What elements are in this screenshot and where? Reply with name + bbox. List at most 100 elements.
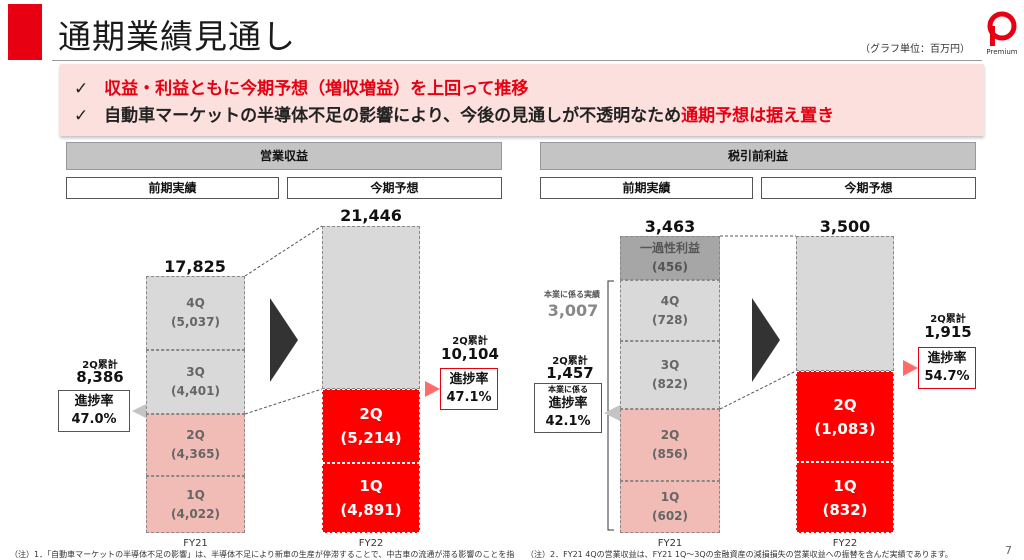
banner-line-2-text: 自動車マーケットの半導体不足の影響により、今後の見通しが不透明なため — [104, 106, 682, 126]
col-header-forecast: 今期予想 — [287, 177, 502, 199]
page-number: 7 — [1005, 544, 1012, 557]
fy22-pointer-icon — [425, 381, 440, 397]
fy21-core-label: 本業に係る実績 — [544, 290, 600, 299]
fy21-axis-label: FY21 — [183, 538, 208, 549]
seg-value: (4,401) — [171, 384, 220, 398]
premium-logo-icon — [987, 11, 1017, 46]
fy21-rev-2q: 2Q (4,365) — [146, 414, 245, 476]
seg-quarter: 2Q — [186, 428, 205, 442]
progress-label: 進捗率 — [548, 396, 588, 411]
seg-value: (1,083) — [814, 419, 876, 438]
arrow-right-icon — [752, 298, 780, 382]
fy22-rev-progress-badge: 進捗率 47.1% — [440, 368, 498, 410]
fy22-pretax-1q: 1Q (832) — [796, 462, 894, 533]
seg-quarter: 1Q — [833, 476, 857, 495]
fy21-revenue-total: 17,825 — [164, 257, 226, 276]
seg-value: (5,214) — [340, 429, 402, 447]
fy22-pretax-2q: 2Q (1,083) — [796, 371, 894, 462]
fy22-rev-2q: 2Q (5,214) — [322, 389, 420, 463]
fy21-pretax-4q: 4Q (728) — [620, 280, 720, 341]
check-icon: ✓ — [74, 79, 89, 99]
seg-quarter: 1Q — [359, 477, 383, 495]
seg-quarter: 3Q — [186, 365, 205, 379]
fy22-pretax-progress-badge: 進捗率 54.7% — [918, 347, 976, 389]
progress-value: 47.1% — [446, 390, 492, 405]
footnote-2: （注）2．FY21 4Qの営業収益は、FY21 1Q～3Qの金融資産の減損損失の… — [526, 550, 953, 559]
seg-quarter: 2Q — [359, 405, 383, 423]
col-header-prev: 前期実績 — [540, 177, 753, 199]
fy21-rev-1q: 1Q (4,022) — [146, 476, 245, 533]
fy21-rev-4q: 4Q (5,037) — [146, 276, 245, 350]
fy21-axis-label: FY21 — [657, 538, 683, 549]
core-small-label: 本業に係る — [548, 385, 588, 394]
fy21-pointer-icon — [132, 404, 146, 418]
logo-text: Premium — [986, 48, 1018, 56]
fy21-one-time-profit: 一過性利益 (456) — [620, 236, 720, 280]
fy22-rev-cum-value: 10,104 — [441, 345, 499, 363]
seg-quarter: 2Q — [833, 395, 857, 414]
seg-quarter: 1Q — [186, 487, 205, 502]
seg-value: (4,365) — [171, 447, 220, 461]
arrow-right-icon — [270, 298, 298, 382]
fy22-rev-cum-label: 2Q累計 — [452, 336, 488, 347]
seg-value: (4,022) — [171, 506, 220, 521]
seg-quarter: 4Q — [186, 296, 205, 310]
page-title: 通期業績見通し — [58, 17, 296, 56]
fy21-rev-3q: 3Q (4,401) — [146, 350, 245, 414]
footnote-1: （注）1．「自動車マーケットの半導体不足の影響」は、半導体不足により新車の生産が… — [10, 550, 515, 559]
fy22-rev-1q: 1Q (4,891) — [322, 463, 420, 533]
fy21-pretax-2q: 2Q (856) — [620, 409, 720, 481]
fy21-pretax-cum-label: 2Q累計 — [552, 356, 588, 367]
fy21-pretax-progress-badge: 本業に係る 進捗率 42.1% — [534, 383, 602, 433]
fy21-rev-progress-badge: 進捗率 47.0% — [58, 390, 130, 432]
fy22-pretax-remaining — [796, 236, 894, 371]
seg-value: (4,891) — [340, 501, 402, 519]
seg-value: (832) — [822, 500, 868, 519]
fy22-pretax-cum-value: 1,915 — [924, 323, 972, 341]
seg-value: (602) — [651, 509, 689, 523]
banner-line-1: ✓ 収益・利益ともに今期予想（増収増益）を上回って推移 — [74, 74, 528, 99]
fy21-pretax-cum-value: 1,457 — [546, 364, 594, 382]
check-icon: ✓ — [74, 106, 89, 126]
seg-value: (822) — [651, 377, 689, 391]
title-divider — [52, 60, 982, 61]
fy22-revenue-total: 21,446 — [340, 206, 402, 225]
fy21-pretax-total: 3,463 — [644, 217, 696, 236]
seg-value: (728) — [651, 312, 689, 327]
progress-label: 進捗率 — [927, 351, 967, 366]
seg-quarter: 2Q — [660, 428, 680, 442]
section-header-revenue: 営業収益 — [66, 142, 502, 170]
fy22-pointer-icon — [903, 360, 918, 376]
progress-value: 54.7% — [924, 369, 970, 384]
fy22-axis-label: FY22 — [832, 538, 858, 549]
fy22-pretax-cum-label: 2Q累計 — [930, 314, 966, 325]
seg-quarter: 3Q — [660, 358, 680, 372]
progress-label: 進捗率 — [74, 394, 114, 409]
progress-label: 進捗率 — [449, 372, 489, 387]
unit-note: （グラフ単位：百万円） — [860, 44, 970, 55]
title-accent-bar — [8, 4, 42, 60]
fy21-pretax-1q: 1Q (602) — [620, 481, 720, 533]
progress-value: 42.1% — [545, 414, 591, 429]
seg-value: (856) — [651, 447, 689, 461]
seg-quarter: 1Q — [660, 490, 680, 504]
section-header-pretax: 税引前利益 — [540, 142, 976, 170]
fy21-core-value: 3,007 — [547, 301, 599, 320]
seg-value: (456) — [651, 260, 689, 274]
fy21-pretax-3q: 3Q (822) — [620, 341, 720, 409]
summary-banner: ✓ 収益・利益ともに今期予想（増収増益）を上回って推移 ✓ 自動車マーケットの半… — [60, 64, 984, 136]
seg-quarter: 4Q — [660, 293, 680, 308]
fy21-rev-cum-value: 8,386 — [76, 368, 124, 386]
seg-value: (5,037) — [171, 315, 220, 329]
progress-value: 47.0% — [71, 412, 117, 427]
fy21-pointer-icon — [604, 405, 620, 421]
banner-line-2: ✓ 自動車マーケットの半導体不足の影響により、今後の見通しが不透明なため通期予想… — [74, 101, 834, 126]
seg-label: 一過性利益 — [639, 241, 700, 255]
fy22-axis-label: FY22 — [358, 538, 384, 549]
banner-line-2-highlight: 通期予想は据え置き — [681, 106, 835, 126]
col-header-prev: 前期実績 — [66, 177, 279, 199]
fy22-rev-remaining — [322, 226, 420, 389]
premium-logo: Premium — [985, 8, 1019, 58]
